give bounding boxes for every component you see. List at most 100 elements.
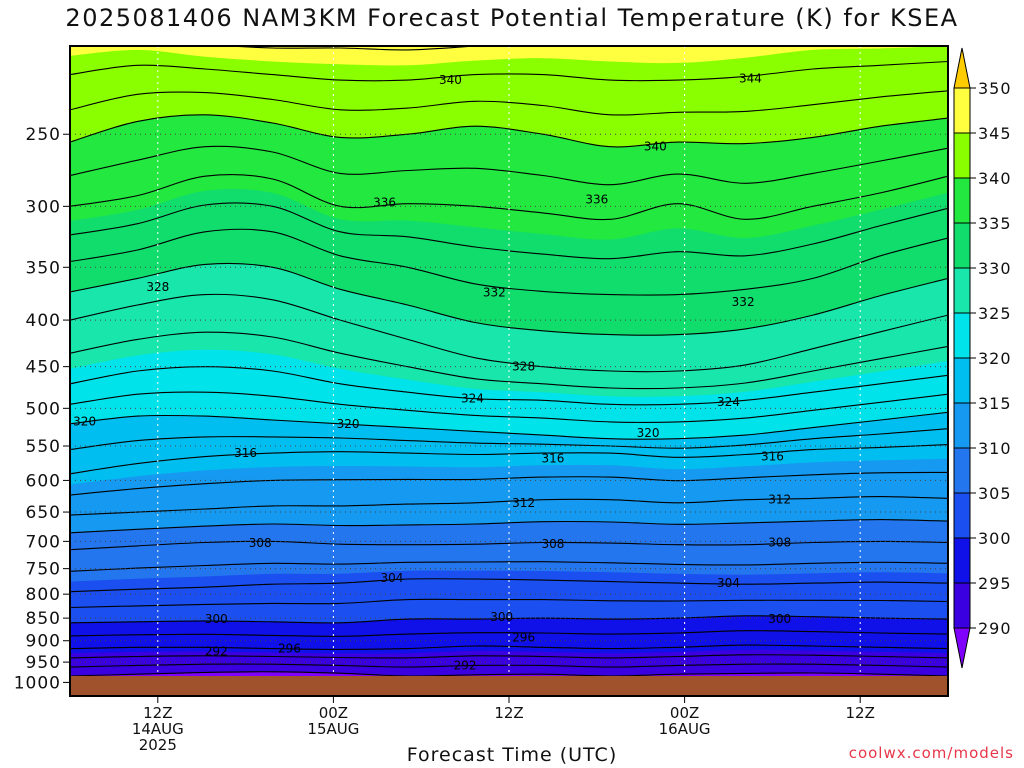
- colorbar-label: 305: [978, 484, 1012, 503]
- colorbar-label: 345: [978, 124, 1012, 143]
- band-fill-345: [70, 46, 948, 66]
- colorbar-top-arrow: [953, 47, 971, 89]
- contour-line-340: [70, 114, 948, 148]
- contour-label-layer: 340 344 340 336 336 328 332 332 328 324 324 320 320 3…: [73, 71, 791, 696]
- colorbar-box: [953, 132, 971, 179]
- contour-label: 320: [73, 415, 96, 429]
- colorbar-label: 310: [978, 439, 1012, 458]
- colorbar-label: 320: [978, 349, 1012, 368]
- colorbar-box: [953, 492, 971, 539]
- colorbar-box: [953, 312, 971, 359]
- contour-label: 304: [380, 571, 403, 585]
- colorbar: 290 295 300 305 310 315 320 325 330 335 340 345 350: [953, 47, 1012, 669]
- contour-line-294: [70, 654, 948, 659]
- colorbar-box: [953, 267, 971, 314]
- contour-label: 316: [541, 452, 564, 466]
- x-tick-label: 15AUG: [307, 720, 359, 738]
- colorbar-box: [953, 402, 971, 449]
- y-axis: 250 300 350 400 450 500 550 600 650 700 750 800 850 9…: [14, 125, 70, 693]
- x-tick-label: 12Z: [846, 704, 875, 722]
- watermark-link[interactable]: coolwx.com/models: [848, 744, 1014, 762]
- contour-label: 320: [337, 417, 360, 431]
- contour-label: 316: [761, 450, 784, 464]
- contour-label: 328: [146, 280, 169, 294]
- contour-label: 320: [637, 426, 660, 440]
- y-tick-label: 600: [26, 471, 61, 491]
- y-tick-label: 900: [26, 632, 61, 652]
- contour-label: 336: [585, 193, 608, 207]
- contour-line-324: [70, 366, 948, 406]
- contour-label: 332: [483, 285, 506, 299]
- contour-label: 292: [454, 658, 477, 672]
- contour-line-330: [70, 262, 948, 336]
- y-tick-label: 500: [26, 399, 61, 419]
- y-tick-label: 250: [26, 125, 61, 145]
- contour-line-338: [70, 145, 948, 186]
- colorbar-label: 295: [978, 574, 1012, 593]
- band-fill-350: [65, 36, 953, 41]
- colorbar-label: 300: [978, 529, 1012, 548]
- chart-title: 2025081406 NAM3KM Forecast Potential Tem…: [65, 4, 959, 32]
- y-tick-label: 800: [26, 585, 61, 605]
- contour-label: 336: [373, 195, 396, 209]
- contour-label: 292: [205, 645, 228, 659]
- contour-line-332: [70, 228, 948, 296]
- contour-label: 324: [717, 395, 740, 409]
- colorbar-label: 290: [978, 619, 1012, 638]
- colorbar-box: [953, 222, 971, 269]
- y-tick-label: 650: [26, 503, 61, 523]
- contour-line-306: [70, 561, 948, 572]
- colorbar-box: [953, 537, 971, 584]
- colorbar-box: [953, 447, 971, 494]
- contour-line-290: [70, 671, 948, 677]
- contour-line-328: [70, 293, 948, 373]
- contour-line-304: [70, 578, 948, 593]
- contour-label: 340: [439, 73, 462, 87]
- contour-line-300: [70, 615, 948, 624]
- contour-label: 344: [739, 71, 762, 85]
- y-tick-label: 400: [26, 311, 61, 331]
- contour-label: 296: [512, 631, 535, 645]
- y-tick-label: 450: [26, 358, 61, 378]
- contour-label: 308: [249, 536, 272, 550]
- grid-layer: [70, 46, 948, 696]
- y-tick-label: 700: [26, 532, 61, 552]
- contour-label: 308: [541, 537, 564, 551]
- colorbar-label: 335: [978, 214, 1012, 233]
- x-tick-label: 12Z: [494, 704, 523, 722]
- contour-layer: [70, 46, 948, 677]
- contour-line-308: [70, 540, 948, 551]
- colorbar-box: [953, 582, 971, 629]
- x-tick-label: 00Z: [319, 704, 348, 722]
- y-tick-label: 950: [26, 653, 61, 673]
- contour-line-326: [70, 331, 948, 390]
- contour-label: 312: [768, 493, 791, 507]
- contour-line-342: [70, 90, 948, 116]
- colorbar-bottom-arrow: [953, 627, 971, 669]
- contour-line-322: [70, 391, 948, 423]
- x-tick-label: 2025: [139, 736, 177, 754]
- contour-label: 340: [644, 140, 667, 154]
- colorbar-box: [953, 87, 971, 134]
- colorbar-label: 315: [978, 394, 1012, 413]
- contour-label: 308: [768, 535, 791, 549]
- x-tick-label: 12Z: [143, 704, 172, 722]
- contour-line-316: [70, 444, 948, 475]
- y-tick-label: 350: [26, 258, 61, 278]
- ground-surface: [70, 676, 948, 696]
- colorbar-box: [953, 357, 971, 404]
- contour-label: 324: [461, 392, 484, 406]
- contour-label: 300: [205, 612, 228, 626]
- band-fill-340: [70, 46, 948, 147]
- contour-line-310: [70, 519, 948, 534]
- y-tick-label: 550: [26, 437, 61, 457]
- contour-label: 316: [234, 446, 257, 460]
- colorbar-label: 340: [978, 169, 1012, 188]
- x-axis-title: Forecast Time (UTC): [406, 744, 618, 766]
- y-tick-label: 300: [26, 197, 61, 217]
- contour-line-312: [70, 496, 948, 516]
- y-tick-label: 850: [26, 609, 61, 629]
- contour-line-298: [70, 630, 948, 637]
